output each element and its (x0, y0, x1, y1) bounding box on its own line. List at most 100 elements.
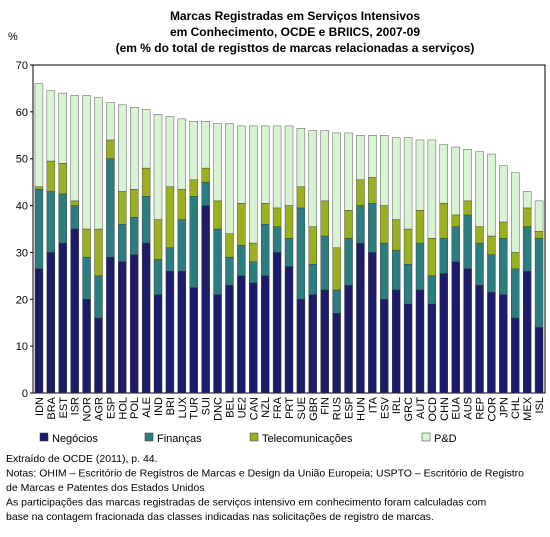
x-tick-label: AGR (93, 397, 105, 421)
bar-segment (487, 153, 496, 237)
bar-segment (511, 317, 520, 394)
y-tick-label: 0 (22, 388, 28, 400)
bar-segment (391, 289, 401, 394)
bar-segment (34, 268, 44, 394)
bar-segment (415, 210, 425, 244)
bar-segment (260, 125, 270, 204)
x-tick-label: ALE (141, 397, 153, 418)
x-tick-label: UE2 (236, 397, 248, 418)
bar-segment (332, 132, 341, 248)
note: Extraído de OCDE (2011), p. 44. (6, 453, 158, 465)
bar-segment (522, 191, 532, 209)
legend-label: Finanças (157, 433, 202, 445)
bar-segment (439, 238, 448, 274)
x-tick-label: ISR (70, 397, 82, 415)
bar-segment (368, 252, 377, 394)
bar-segment (475, 242, 484, 286)
bar-segment (308, 294, 318, 394)
x-tick-label: IDN (34, 397, 46, 416)
bar-segment (475, 226, 484, 244)
bar-segment (94, 97, 103, 230)
bar-segment (213, 228, 222, 295)
bar-segment (153, 219, 163, 260)
bar-segment (439, 144, 448, 204)
bar-segment (439, 273, 448, 394)
bar-segment (511, 268, 520, 319)
x-tick-label: EUA (451, 396, 463, 419)
bar-segment (165, 247, 175, 272)
x-tick-label: ESP (344, 397, 356, 419)
bar-segment (106, 102, 115, 141)
bar-segment (344, 238, 353, 286)
bar-segment (213, 200, 222, 230)
bar-segment (320, 130, 329, 202)
bar-segment (284, 125, 294, 206)
x-tick-label: FRA (272, 396, 284, 419)
bar-segment (415, 139, 425, 211)
x-tick-label: GBR (308, 397, 320, 421)
bar-segment (272, 125, 282, 209)
bar-segment (249, 282, 258, 394)
bar-segment (106, 139, 115, 159)
bar-segment (70, 200, 79, 206)
bar-segment (34, 186, 44, 190)
bar-segment (70, 228, 79, 394)
x-tick-label: ESV (379, 396, 391, 419)
bar-segment (296, 207, 306, 300)
x-tick-label: BRA (46, 396, 58, 419)
bar-segment (380, 135, 389, 206)
bar-segment (332, 313, 341, 394)
bar-segment (522, 226, 532, 272)
bar-segment (427, 303, 437, 394)
y-tick-label: 40 (16, 201, 28, 213)
bar-segment (284, 266, 294, 394)
x-tick-label: POL (129, 397, 141, 419)
x-tick-label: EST (58, 397, 70, 419)
bar-segment (46, 252, 56, 394)
y-tick-label: 10 (16, 341, 28, 353)
x-tick-label: BRI (165, 397, 177, 415)
bar-segment (463, 149, 472, 202)
bar-segment (475, 285, 484, 394)
bar-segment (70, 205, 79, 230)
bar-segment (320, 289, 329, 394)
bar-segment (130, 106, 139, 190)
bar-segment (499, 238, 508, 295)
x-tick-label: REP (475, 397, 487, 420)
x-tick-label: JPN (498, 397, 510, 418)
bar-segment (237, 275, 246, 394)
bar-segment (201, 181, 210, 206)
bar-segment (391, 249, 401, 291)
x-tick-label: AUS (463, 397, 475, 420)
bar-segment (463, 214, 472, 270)
bar-segment (177, 219, 187, 272)
y-tick-label: 30 (16, 247, 28, 259)
bar-segment (213, 294, 222, 394)
bar-segment (403, 303, 413, 394)
bar-segment (225, 123, 234, 234)
bar-segment (296, 128, 306, 188)
bar-segment (70, 95, 79, 202)
bar-segment (130, 254, 139, 394)
bar-segment (356, 242, 365, 394)
bar-segment (320, 200, 329, 237)
x-tick-label: CAN (248, 397, 260, 420)
x-tick-label: BEL (224, 397, 236, 418)
bar-segment (356, 179, 365, 206)
legend-label: Negócios (52, 433, 98, 445)
bar-segment (58, 163, 67, 195)
bar-segment (511, 252, 520, 270)
bar-segment (511, 172, 520, 253)
bar-segment (153, 294, 163, 394)
bar-segment (249, 125, 258, 244)
legend-swatch (144, 432, 154, 442)
bar-segment (344, 285, 353, 394)
bar-segment (94, 275, 103, 319)
bar-segment (451, 214, 460, 227)
bar-segment (130, 188, 139, 218)
bar-segment (296, 299, 306, 394)
x-tick-label: NZL (260, 397, 272, 418)
bar-segment (451, 261, 460, 394)
bar-segment (308, 226, 318, 265)
